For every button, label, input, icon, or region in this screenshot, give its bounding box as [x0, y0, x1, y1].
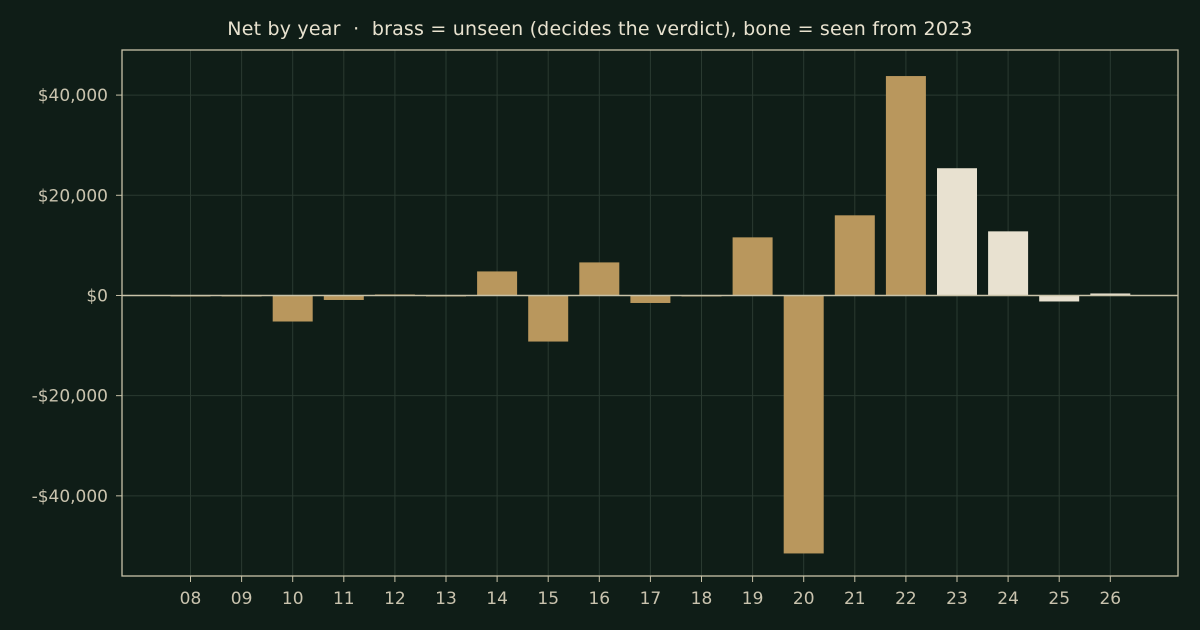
bar-22 — [885, 76, 926, 296]
x-tick-label: 21 — [844, 589, 866, 609]
x-tick-label: 09 — [231, 589, 253, 609]
x-tick-label: 11 — [333, 589, 355, 609]
x-tick-label: 17 — [640, 589, 662, 609]
bar-16 — [579, 262, 620, 296]
x-tick-label: 23 — [946, 589, 968, 609]
bar-10 — [272, 295, 313, 322]
x-tick-label: 19 — [742, 589, 764, 609]
x-tick-label: 25 — [1048, 589, 1070, 609]
y-tick-label: $20,000 — [38, 186, 108, 206]
x-tick-label: 13 — [435, 589, 457, 609]
bar-20 — [783, 295, 824, 554]
bar-19 — [732, 237, 773, 296]
y-tick-label: $0 — [86, 286, 108, 306]
bar-17 — [630, 295, 671, 303]
bar-26 — [1090, 293, 1131, 296]
bar-11 — [323, 295, 364, 300]
bar-21 — [834, 215, 875, 296]
x-tick-label: 15 — [537, 589, 559, 609]
bar-24 — [988, 231, 1029, 296]
y-tick-label: -$40,000 — [32, 487, 108, 507]
bar-23 — [937, 168, 977, 296]
x-tick-label: 22 — [895, 589, 917, 609]
y-tick-label: -$20,000 — [32, 387, 108, 407]
x-tick-label: 16 — [588, 589, 610, 609]
bar-25 — [1039, 295, 1080, 302]
x-tick-label: 14 — [486, 589, 508, 609]
y-tick-label: $40,000 — [38, 86, 108, 106]
x-tick-label: 10 — [282, 589, 304, 609]
plot-frame — [121, 49, 1179, 577]
x-tick-label: 24 — [997, 589, 1019, 609]
x-tick-label: 12 — [384, 589, 406, 609]
x-tick-label: 20 — [793, 589, 815, 609]
x-tick-label: 26 — [1099, 589, 1121, 609]
chart-title: Net by year · brass = unseen (decides th… — [227, 18, 973, 40]
x-tick-label: 18 — [691, 589, 713, 609]
bar-15 — [528, 295, 569, 342]
x-tick-label: 08 — [180, 589, 202, 609]
bar-14 — [477, 271, 518, 296]
